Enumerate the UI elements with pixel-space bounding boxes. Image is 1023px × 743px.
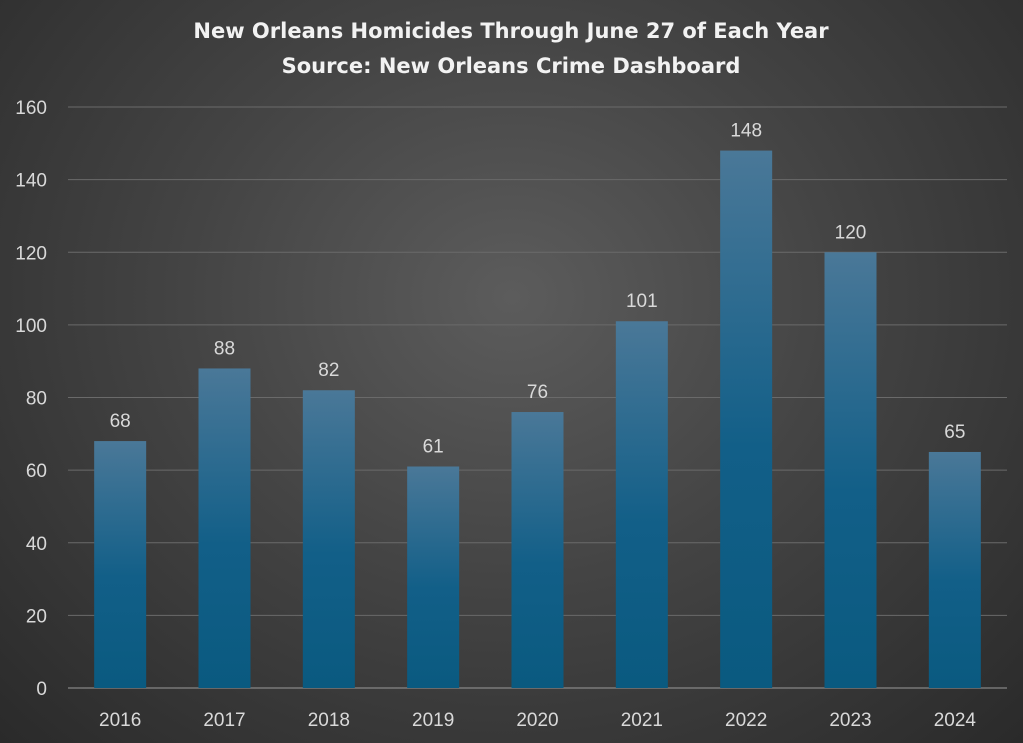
bar-2022 [720,150,773,688]
y-tick-label: 60 [26,461,47,482]
bar-2023 [824,252,877,688]
x-tick-label: 2021 [621,710,663,731]
bar-2020 [511,412,564,688]
data-label: 76 [527,382,548,403]
bar-2024 [928,451,981,688]
x-tick-label: 2018 [308,710,350,731]
bar-2017 [198,368,251,688]
data-label: 120 [835,222,867,243]
y-tick-label: 140 [15,171,47,192]
data-label: 61 [423,436,444,457]
data-label: 88 [214,338,235,359]
y-tick-label: 160 [15,98,47,119]
x-tick-label: 2016 [99,710,141,731]
chart-subtitle: Source: New Orleans Crime Dashboard [282,54,741,78]
bar-2018 [302,390,355,688]
y-tick-label: 100 [15,316,47,337]
bar-2021 [615,321,668,688]
bar-2019 [407,466,460,688]
y-tick-label: 80 [26,389,47,410]
chart-title: New Orleans Homicides Through June 27 of… [193,19,829,43]
data-label: 68 [110,411,131,432]
x-tick-label: 2017 [203,710,245,731]
y-tick-label: 0 [36,679,47,700]
y-tick-label: 20 [26,606,47,627]
x-tick-label: 2020 [516,710,558,731]
data-label: 82 [318,360,339,381]
data-label: 148 [730,121,762,142]
y-tick-label: 40 [26,534,47,555]
y-tick-label: 120 [15,243,47,264]
bar-2016 [94,441,147,688]
x-tick-label: 2023 [829,710,871,731]
x-tick-label: 2019 [412,710,454,731]
data-label: 101 [626,291,658,312]
x-tick-label: 2022 [725,710,767,731]
data-label: 65 [944,422,965,443]
x-tick-label: 2024 [934,710,977,731]
